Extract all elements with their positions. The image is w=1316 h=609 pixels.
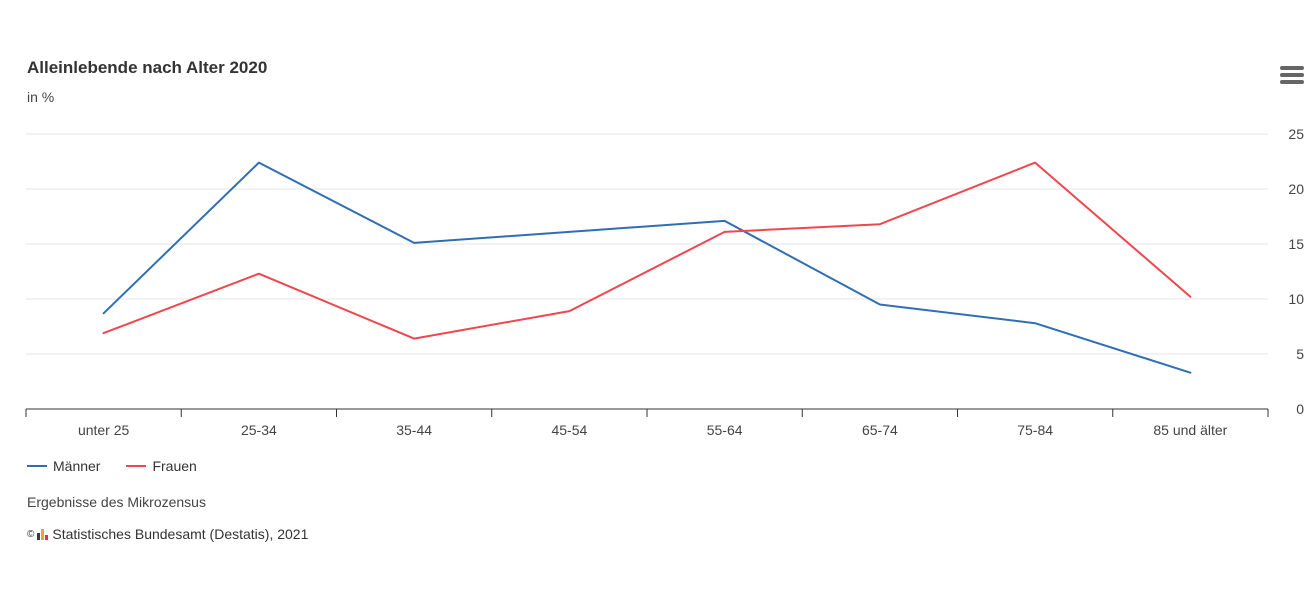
x-axis [25, 408, 1269, 417]
grid-lines [26, 133, 1268, 355]
y-tick-label: 5 [1296, 346, 1304, 362]
legend-label-frauen: Frauen [152, 458, 197, 474]
x-tick-label: 25-34 [241, 422, 277, 438]
x-tick-label: 75-84 [1017, 422, 1053, 438]
y-tick-label: 15 [1288, 236, 1304, 252]
tick-labels: 0 5 10 15 20 25 unter 25 25-34 35-44 45-54 55-64 65… [78, 126, 1304, 438]
y-tick-label: 0 [1296, 401, 1304, 417]
y-tick-label: 25 [1288, 126, 1304, 142]
legend-swatch-frauen [126, 465, 147, 467]
series-line-maenner[interactable] [102, 161, 1192, 374]
line-chart: 0 5 10 15 20 25 unter 25 25-34 35-44 45-54 55-64 65… [25, 126, 1304, 438]
legend-item-frauen[interactable]: Frauen [126, 458, 197, 474]
y-tick-label: 10 [1288, 291, 1304, 307]
x-tick-label: 65-74 [862, 422, 898, 438]
chart-subtitle: in % [27, 89, 55, 105]
x-tick-label: 45-54 [551, 422, 587, 438]
legend: Männer Frauen [27, 458, 197, 474]
x-tick-label: 85 und älter [1153, 422, 1227, 438]
credit-line: © Statistisches Bundesamt (Destatis), 20… [27, 526, 308, 542]
chart-title: Alleinlebende nach Alter 2020 [27, 58, 268, 77]
y-tick-label: 20 [1288, 181, 1304, 197]
series-line-frauen[interactable] [102, 161, 1192, 340]
legend-label-maenner: Männer [53, 458, 101, 474]
copyright-symbol: © [27, 528, 35, 540]
source-note: Ergebnisse des Mikrozensus [27, 494, 206, 510]
x-tick-label: 35-44 [396, 422, 432, 438]
legend-swatch-maenner [27, 465, 47, 467]
credit-text: Statistisches Bundesamt (Destatis), 2021 [52, 526, 309, 542]
legend-item-maenner[interactable]: Männer [27, 458, 100, 474]
hamburger-menu-icon[interactable] [1280, 66, 1304, 86]
series-lines [102, 161, 1192, 374]
destatis-logo-icon [37, 528, 49, 540]
x-tick-label: 55-64 [707, 422, 743, 438]
x-tick-label: unter 25 [78, 422, 130, 438]
